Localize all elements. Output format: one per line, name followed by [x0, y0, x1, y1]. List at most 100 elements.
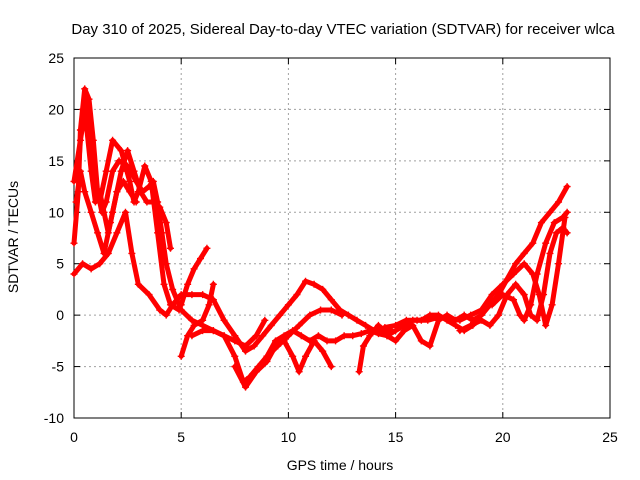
x-tick-label: 5: [177, 429, 185, 445]
data-point: [79, 105, 87, 113]
x-tick-labels: 0 5 10 15 20 25: [70, 429, 618, 445]
data-point: [467, 311, 475, 319]
data-point: [529, 239, 537, 247]
data-point: [302, 277, 310, 285]
series-line: [189, 307, 345, 385]
data-point: [295, 368, 303, 376]
series-line: [71, 96, 182, 313]
data-point: [306, 337, 314, 345]
data-point: [166, 244, 174, 252]
data-point: [126, 188, 134, 196]
data-point: [169, 301, 177, 309]
data-point: [456, 316, 464, 324]
data-point: [177, 301, 185, 309]
data-point: [162, 311, 170, 319]
data-point: [284, 301, 292, 309]
data-point: [555, 198, 563, 206]
series-arc-7: [177, 244, 211, 309]
data-point: [456, 327, 464, 335]
data-point: [96, 188, 104, 196]
data-point: [70, 239, 78, 247]
data-point: [109, 136, 117, 144]
y-tick-label: 25: [48, 50, 64, 66]
data-point: [359, 342, 367, 350]
data-point: [119, 177, 127, 185]
data-point: [134, 280, 142, 288]
data-point: [87, 265, 95, 273]
data-point: [306, 311, 314, 319]
data-point: [546, 249, 554, 257]
y-tick-label: 20: [48, 101, 64, 117]
data-point: [261, 316, 269, 324]
data-point: [559, 213, 567, 221]
data-point: [563, 229, 571, 237]
chart-title: Day 310 of 2025, Sidereal Day-to-day VTE…: [71, 21, 615, 38]
data-point: [488, 301, 496, 309]
data-point: [145, 291, 153, 299]
data-point: [199, 291, 207, 299]
data-point: [188, 291, 196, 299]
data-point: [552, 229, 560, 237]
series-line: [232, 338, 334, 390]
data-point: [520, 316, 528, 324]
series-line: [178, 281, 216, 359]
data-point: [83, 126, 91, 134]
data-point: [160, 280, 168, 288]
data-point: [124, 147, 132, 155]
data-point: [94, 229, 102, 237]
series-arc-13: [456, 224, 571, 335]
data-point: [259, 332, 267, 340]
data-point: [252, 368, 260, 376]
data-point: [190, 321, 198, 329]
x-tick-label: 20: [495, 429, 511, 445]
data-point: [527, 301, 535, 309]
series-arc-14: [488, 208, 571, 324]
data-point: [349, 332, 357, 340]
data-point: [302, 352, 310, 360]
data-point: [402, 316, 410, 324]
series-arc-12: [370, 213, 569, 335]
data-point: [132, 198, 140, 206]
data-point: [392, 321, 400, 329]
data-point: [252, 332, 260, 340]
data-point: [141, 162, 149, 170]
data-point: [338, 311, 346, 319]
data-point: [293, 291, 301, 299]
data-point: [143, 198, 151, 206]
data-point: [383, 332, 391, 340]
data-point: [199, 327, 207, 335]
data-point: [70, 177, 78, 185]
data-point: [188, 332, 196, 340]
data-point: [467, 321, 475, 329]
x-tick-label: 0: [70, 429, 78, 445]
plot-frame: [73, 57, 611, 419]
data-point: [323, 337, 331, 345]
x-tick-label: 25: [602, 429, 618, 445]
data-point: [542, 239, 550, 247]
data-point: [297, 332, 305, 340]
grid-y: [74, 108, 610, 368]
data-point: [319, 285, 327, 293]
data-point: [220, 316, 228, 324]
data-point: [205, 301, 213, 309]
data-point: [499, 291, 507, 299]
data-point: [231, 352, 239, 360]
data-point: [83, 95, 91, 103]
data-point: [559, 224, 567, 232]
data-point: [310, 280, 318, 288]
data-point: [319, 347, 327, 355]
data-point: [263, 352, 271, 360]
data-point: [495, 311, 503, 319]
data-point: [357, 330, 365, 338]
series-arc-8: [188, 306, 346, 386]
data-point: [72, 198, 80, 206]
data-point: [540, 311, 548, 319]
data-point: [540, 291, 548, 299]
data-point: [169, 285, 177, 293]
axis-ticks: [73, 57, 611, 419]
data-point: [130, 167, 138, 175]
series-arc-3: [70, 208, 395, 355]
data-point: [79, 260, 87, 268]
series-line: [71, 209, 394, 354]
